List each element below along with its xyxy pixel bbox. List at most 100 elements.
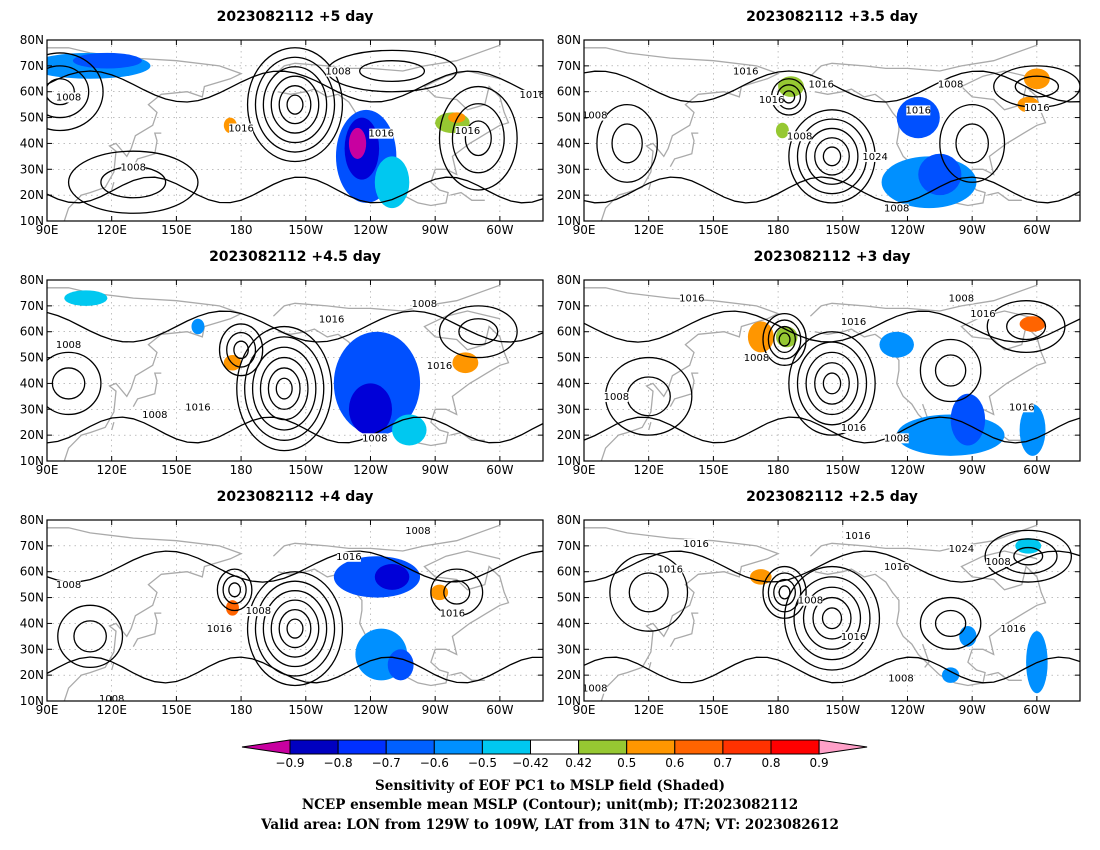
sensitivity-shading [896,96,940,139]
lat-tick-label: 40N [20,376,44,390]
panels-group: 1008 1008 1008 1016 1016 1016 1016 2023082112 +… [20,9,1081,717]
lat-tick-label: 50N [557,111,581,125]
colorbar-label: −0.6 [420,756,449,770]
mslp-contour [767,572,802,613]
lon-tick-label: 120E [633,703,664,717]
lon-tick-label: 180 [230,463,253,477]
colorbar: −0.9 −0.8 −0.7 −0.6 −0.5 −0.42 0.42 0.5 0.6 0.7 0.… [241,739,868,770]
lat-tick-label: 30N [557,402,581,416]
contour-label: 1016 [841,423,866,434]
coastline [648,182,652,191]
mslp-contour [1013,546,1044,566]
sensitivity-shading [1023,68,1050,90]
mslp-contour [246,571,344,687]
lat-tick-label: 10N [557,214,581,228]
contour-label: 1008 [604,392,629,403]
sensitivity-shading [225,600,239,616]
lon-tick-label: 180 [767,223,790,237]
mslp-contour [47,416,543,444]
mslp-contour [919,596,982,650]
lat-tick-label: 40N [557,376,581,390]
lon-tick-label: 150E [698,463,729,477]
coastline [272,44,501,77]
lat-tick-label: 60N [557,325,581,339]
mslp-contour [67,150,199,214]
contour-label: 1016 [884,562,909,573]
mslp-contour [773,578,796,606]
mslp-contour [251,346,317,431]
contour-label: 1008 [582,111,607,122]
sensitivity-shading [387,649,414,681]
colorbar-label: 0.42 [565,756,592,770]
lat-tick-label: 60N [557,565,581,579]
mslp-contour [802,586,862,650]
colorbar-label: 0.7 [713,756,732,770]
mslp-contour [270,75,320,134]
sensitivity-shading [191,318,205,335]
contour-label: 1016 [845,531,870,542]
contour-label: 1008 [798,596,823,607]
contour-label: 1016 [1000,624,1025,635]
contour-label: 1016 [519,90,544,101]
coastline [648,662,652,671]
colorbar-label: 0.5 [617,756,636,770]
lon-tick-label: 180 [230,223,253,237]
lon-tick-label: 90E [573,463,596,477]
mslp-contour [778,332,791,347]
map-panel: 1008 1008 1008 1008 1016 1016 1016 1016 1016 1024… [557,9,1081,237]
lon-tick-label: 180 [230,703,253,717]
mslp-contour [278,85,312,125]
lon-tick-label: 150W [825,703,860,717]
colorbar-box [337,739,387,755]
mslp-contour [438,305,518,359]
lon-tick-label: 150W [288,223,323,237]
lat-tick-label: 20N [20,188,44,202]
colorbar-box [578,739,628,755]
lon-tick-label: 90W [959,223,986,237]
contour-label: 1016 [455,126,480,137]
coastline [584,287,780,461]
caption-line-3: Valid area: LON from 129W to 109W, LAT f… [260,817,839,833]
coastline [809,524,1038,557]
sensitivity-shading [374,156,410,209]
contour-label: 1016 [207,624,232,635]
mslp-contour [934,609,967,638]
lon-tick-label: 150E [161,223,192,237]
map-panel: 1008 1008 1008 1008 1016 1016 1016 1016 1016 2023… [557,249,1081,477]
contour-label: 1016 [319,314,344,325]
contour-label: 1016 [733,67,758,78]
coastline [987,671,1022,681]
contour-label: 1008 [56,92,81,103]
mslp-contour [628,572,669,613]
contour-label: 1016 [228,124,253,135]
colorbar-box [674,739,724,755]
colorbar-box [433,739,483,755]
mslp-contour [939,103,1006,183]
lat-tick-label: 80N [20,33,44,47]
lon-tick-label: 150E [161,703,192,717]
contour-label: 1008 [884,433,909,444]
mslp-contour [246,47,344,163]
lat-tick-label: 70N [20,299,44,313]
lon-tick-label: 90E [36,223,59,237]
mslp-contour [47,550,543,583]
lat-tick-label: 10N [557,694,581,708]
mslp-contour [584,310,1080,343]
contour-label: 1008 [362,433,387,444]
coastline [669,372,699,408]
mslp-contour [934,354,967,387]
mslp-contour [286,94,304,115]
contour-label: 1008 [582,684,607,695]
coastline [47,47,243,221]
lat-tick-label: 10N [20,214,44,228]
lon-tick-label: 90E [36,463,59,477]
mslp-contour [73,620,107,653]
coastline [450,671,485,681]
colorbar-box [722,739,772,755]
sensitivity-shading [959,626,977,647]
contour-label: 1008 [56,340,81,351]
mslp-contour [218,323,264,377]
mslp-contour [262,66,328,144]
colorbar-label: −0.7 [372,756,401,770]
